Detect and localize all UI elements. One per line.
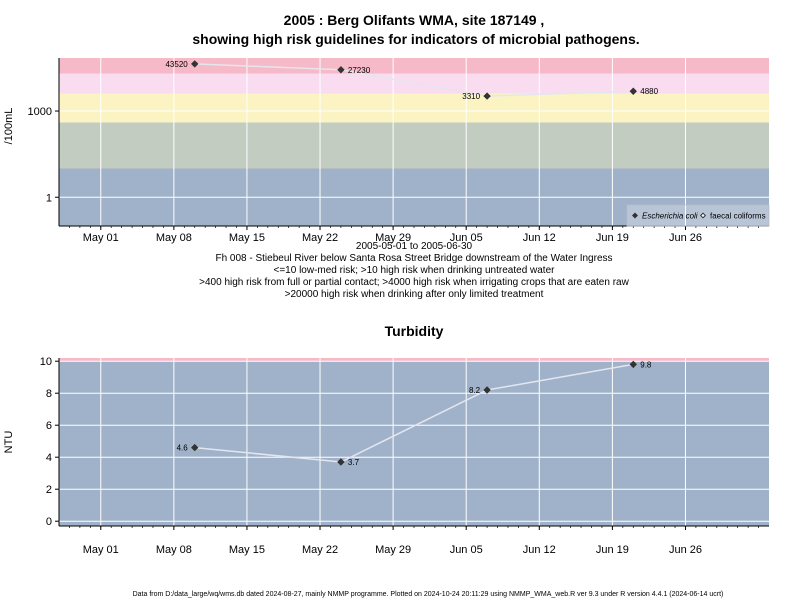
turbidity-data-point (483, 386, 491, 394)
y-tick-label: 2 (46, 484, 52, 496)
chart1-caption-line: >400 high risk from full or partial cont… (199, 277, 629, 288)
y-tick-label: 1 (46, 192, 52, 204)
y-tick-label: 4 (46, 452, 52, 464)
x-tick-label: Jun 05 (450, 544, 483, 556)
footer-note: Data from D:/data_large/wq/wms.db dated … (133, 591, 724, 598)
x-tick-label: May 08 (156, 232, 192, 244)
x-tick-label: May 22 (302, 544, 338, 556)
y-tick-label: 1000 (28, 106, 52, 118)
ecoli-data-label: 27230 (348, 66, 371, 75)
plot-top-band (59, 358, 769, 361)
ecoli-data-point (483, 92, 491, 100)
x-tick-label: May 29 (375, 232, 411, 244)
y-tick-label: 0 (46, 516, 52, 528)
x-tick-label: Jun 19 (596, 232, 629, 244)
x-tick-label: Jun 19 (596, 544, 629, 556)
chart1-date-range: 2005-05-01 to 2005-06-30 (356, 241, 473, 252)
x-tick-label: May 29 (375, 544, 411, 556)
ecoli-data-label: 43520 (165, 60, 188, 69)
risk-band (59, 58, 769, 74)
turbidity-data-point (629, 360, 637, 369)
chart2-y-axis-label: NTU (3, 431, 15, 454)
chart1-title-line1: 2005 : Berg Olifants WMA, site 187149 , (284, 12, 545, 28)
chart1-legend: Escherichia coli faecal coliforms (626, 204, 770, 227)
y-tick-label: 8 (46, 388, 52, 400)
turbidity-data-point (191, 443, 199, 452)
chart1-y-axis-label: /100mL (3, 108, 15, 145)
x-tick-label: May 01 (83, 544, 119, 556)
ecoli-data-point (337, 66, 345, 74)
plot-background (59, 358, 769, 526)
legend-marker-filled (631, 212, 639, 219)
x-tick-label: Jun 26 (669, 232, 702, 244)
x-tick-label: Jun 12 (523, 544, 556, 556)
turbidity-data-label: 8.2 (469, 386, 481, 395)
ecoli-data-point (629, 87, 637, 95)
risk-band (59, 93, 769, 123)
legend-entry-faecal-coliforms: faecal coliforms (710, 212, 766, 221)
chart2-plot-area: 0 2 4 6 8 10 May 01 May 08 May 15 May 22 May 29 Jun… (40, 356, 769, 556)
chart1-caption-line: Fh 008 - Stiebeul River below Santa Rosa… (215, 253, 612, 264)
x-tick-label: Jun 05 (450, 232, 483, 244)
legend-marker-open (699, 212, 707, 219)
ecoli-data-point (191, 60, 199, 68)
legend-entry-ecoli: Escherichia coli (642, 212, 698, 221)
turbidity-series-line (194, 363, 634, 463)
chart2-title: Turbidity (385, 323, 444, 339)
chart1-title-line2: showing high risk guidelines for indicat… (192, 31, 639, 47)
x-tick-label: May 15 (229, 544, 265, 556)
legend-box (626, 204, 770, 227)
turbidity-data-point (337, 458, 345, 466)
turbidity-data-label: 9.8 (640, 360, 652, 369)
x-tick-label: May 15 (229, 232, 265, 244)
chart1-caption-line: >20000 high risk when drinking after onl… (285, 289, 544, 300)
x-tick-label: Jun 26 (669, 544, 702, 556)
turbidity-data-label: 4.6 (177, 444, 189, 453)
chart1-caption-line: <=10 low-med risk; >10 high risk when dr… (274, 265, 556, 276)
ecoli-series-line (194, 63, 634, 97)
turbidity-data-label: 3.7 (348, 458, 360, 467)
ecoli-data-label: 4880 (640, 87, 658, 96)
risk-band (59, 122, 769, 169)
x-tick-label: May 01 (83, 232, 119, 244)
x-tick-label: May 08 (156, 544, 192, 556)
y-tick-label: 6 (46, 420, 52, 432)
y-tick-label: 10 (40, 356, 52, 368)
chart1-plot-area: 1 1000 May 01 May 08 May 15 May 22 May 29 Jun 0… (28, 58, 770, 244)
ecoli-data-label: 3310 (462, 92, 480, 101)
x-tick-label: May 22 (302, 232, 338, 244)
x-tick-label: Jun 12 (523, 232, 556, 244)
